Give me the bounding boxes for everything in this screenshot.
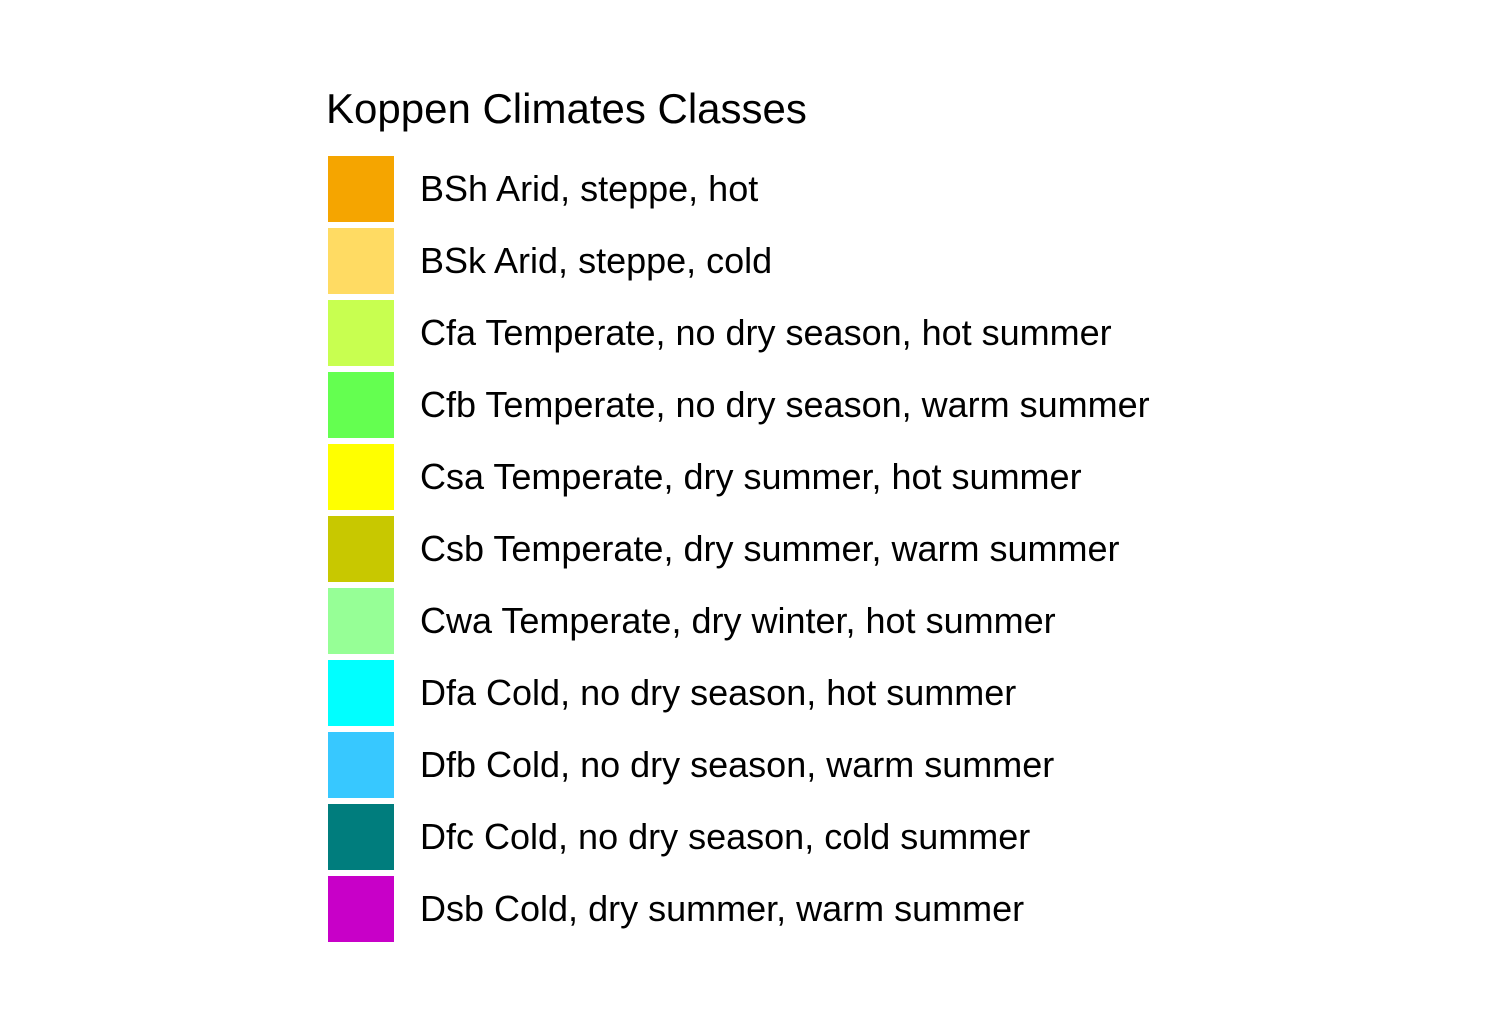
legend-item-dsb: Dsb Cold, dry summer, warm summer — [326, 876, 1150, 942]
legend-item-bsk: BSk Arid, steppe, cold — [326, 228, 1150, 294]
legend-swatch-dfa — [328, 660, 394, 726]
legend-swatch-dfb — [328, 732, 394, 798]
legend-swatch-bsh — [328, 156, 394, 222]
legend-swatch-cfb — [328, 372, 394, 438]
legend-item-cwa: Cwa Temperate, dry winter, hot summer — [326, 588, 1150, 654]
legend-swatch-dsb — [328, 876, 394, 942]
legend-item-dfa: Dfa Cold, no dry season, hot summer — [326, 660, 1150, 726]
legend-swatch-csb — [328, 516, 394, 582]
legend-label-csb: Csb Temperate, dry summer, warm summer — [420, 528, 1120, 569]
legend-label-dsb: Dsb Cold, dry summer, warm summer — [420, 888, 1025, 929]
legend-swatch-cwa — [328, 588, 394, 654]
legend-swatch-csa — [328, 444, 394, 510]
legend-item-cfb: Cfb Temperate, no dry season, warm summe… — [326, 372, 1150, 438]
legend-label-dfa: Dfa Cold, no dry season, hot summer — [420, 672, 1017, 713]
legend-item-csb: Csb Temperate, dry summer, warm summer — [326, 516, 1150, 582]
legend-label-bsk: BSk Arid, steppe, cold — [420, 240, 773, 281]
legend-swatch-cfa — [328, 300, 394, 366]
legend-label-bsh: BSh Arid, steppe, hot — [420, 168, 759, 209]
legend-item-dfb: Dfb Cold, no dry season, warm summer — [326, 732, 1150, 798]
legend-label-cfa: Cfa Temperate, no dry season, hot summer — [420, 312, 1112, 353]
legend-title: Koppen Climates Classes — [326, 85, 807, 132]
legend-item-bsh: BSh Arid, steppe, hot — [326, 156, 1150, 222]
legend-swatch-bsk — [328, 228, 394, 294]
legend-label-dfb: Dfb Cold, no dry season, warm summer — [420, 744, 1055, 785]
legend-label-cwa: Cwa Temperate, dry winter, hot summer — [420, 600, 1056, 641]
legend-label-csa: Csa Temperate, dry summer, hot summer — [420, 456, 1082, 497]
climate-legend: Koppen Climates Classes BSh Arid, steppe… — [326, 84, 1150, 942]
legend-item-dfc: Dfc Cold, no dry season, cold summer — [326, 804, 1150, 870]
legend-items: BSh Arid, steppe, hot BSk Arid, steppe, … — [326, 156, 1150, 942]
legend-item-csa: Csa Temperate, dry summer, hot summer — [326, 444, 1150, 510]
legend-label-cfb: Cfb Temperate, no dry season, warm summe… — [420, 384, 1150, 425]
legend-swatch-dfc — [328, 804, 394, 870]
legend-item-cfa: Cfa Temperate, no dry season, hot summer — [326, 300, 1150, 366]
legend-label-dfc: Dfc Cold, no dry season, cold summer — [420, 816, 1031, 857]
